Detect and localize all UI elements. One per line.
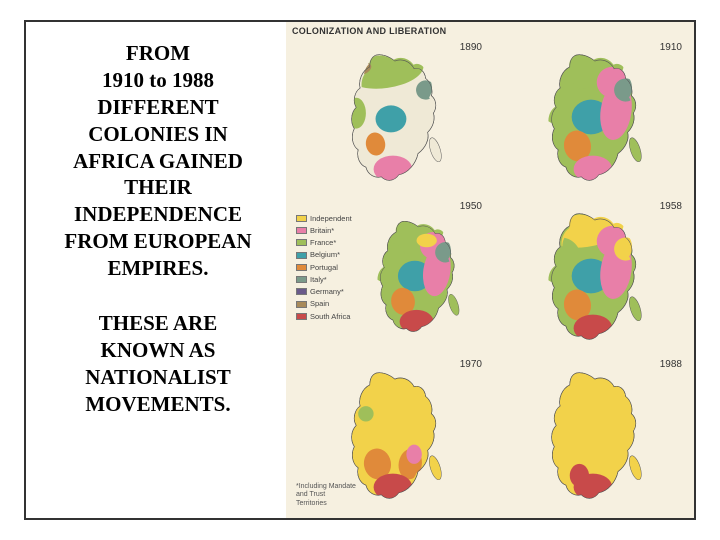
legend-row: South Africa (296, 311, 352, 322)
legend-footnote: *Including Mandateand TrustTerritories (296, 483, 356, 508)
africa-shape (525, 50, 655, 185)
slide: FROM1910 to 1988DIFFERENTCOLONIES INAFRI… (0, 0, 720, 540)
map-cell-1970: 1970 *Including Mandateand TrustTerritor… (292, 357, 488, 512)
legend-row: France* (296, 237, 352, 248)
africa-shape (525, 367, 655, 502)
legend-swatch (296, 227, 307, 234)
map-cell-1988: 1988 (492, 357, 688, 512)
legend-row: Portugal (296, 262, 352, 273)
year-label: 1890 (460, 42, 482, 53)
legend-label: Britain* (310, 225, 334, 236)
africa-shape (359, 216, 469, 336)
legend-label: Italy* (310, 274, 327, 285)
maps-grid: 1890 1910 1950 IndependentBritain*France… (286, 38, 694, 518)
slide-frame: FROM1910 to 1988DIFFERENTCOLONIES INAFRI… (24, 20, 696, 520)
map-cell-1950: 1950 IndependentBritain*France*Belgium* P… (292, 199, 488, 354)
headline-block-1: FROM1910 to 1988DIFFERENTCOLONIES INAFRI… (38, 40, 278, 282)
legend-row: Britain* (296, 225, 352, 236)
legend-swatch (296, 215, 307, 222)
legend-row: Germany* (296, 286, 352, 297)
africa-map-svg (525, 367, 655, 502)
legend-label: Spain (310, 298, 329, 309)
text-column: FROM1910 to 1988DIFFERENTCOLONIES INAFRI… (26, 22, 286, 518)
legend-label: South Africa (310, 311, 350, 322)
headline-block-2: THESE AREKNOWN ASNATIONALISTMOVEMENTS. (38, 310, 278, 418)
legend-label: Portugal (310, 262, 338, 273)
legend-swatch (296, 313, 307, 320)
year-label: 1950 (460, 201, 482, 212)
legend-swatch (296, 252, 307, 259)
legend-swatch (296, 264, 307, 271)
legend-swatch (296, 288, 307, 295)
map-cell-1958: 1958 (492, 199, 688, 354)
map-cell-1910: 1910 (492, 40, 688, 195)
map-cell-1890: 1890 (292, 40, 488, 195)
chart-title: COLONIZATION AND LIBERATION (286, 22, 694, 38)
africa-map-svg (325, 50, 455, 185)
legend-row: Italy* (296, 274, 352, 285)
africa-map-svg (525, 50, 655, 185)
legend-row: Belgium* (296, 249, 352, 260)
year-label: 1970 (460, 359, 482, 370)
year-label: 1988 (660, 359, 682, 370)
year-label: 1910 (660, 42, 682, 53)
africa-map-svg (359, 216, 469, 336)
legend-label: France* (310, 237, 336, 248)
africa-map-svg (525, 208, 655, 343)
legend-swatch (296, 276, 307, 283)
legend-row: Spain (296, 298, 352, 309)
legend: IndependentBritain*France*Belgium* Portug… (296, 213, 352, 323)
legend-swatch (296, 301, 307, 308)
legend-swatch (296, 239, 307, 246)
legend-label: Belgium* (310, 249, 340, 260)
map-panel: COLONIZATION AND LIBERATION 1890 1910 19… (286, 22, 694, 518)
legend-label: Germany* (310, 286, 344, 297)
legend-label: Independent (310, 213, 352, 224)
africa-shape (525, 208, 655, 343)
legend-row: Independent (296, 213, 352, 224)
africa-shape (325, 50, 455, 185)
year-label: 1958 (660, 201, 682, 212)
